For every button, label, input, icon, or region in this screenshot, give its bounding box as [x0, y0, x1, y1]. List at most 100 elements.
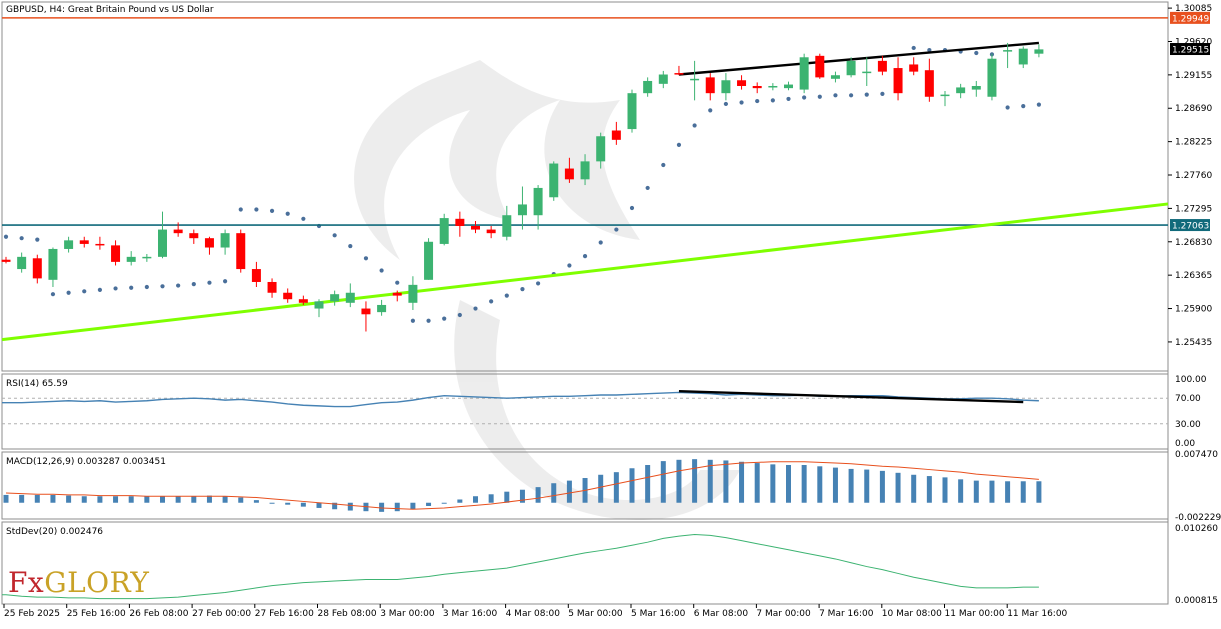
- macd-bar: [989, 481, 994, 503]
- candle: [815, 54, 824, 79]
- sar-dot: [20, 236, 24, 240]
- candle-body: [768, 86, 777, 88]
- macd-bar: [35, 495, 40, 503]
- candle: [518, 187, 527, 230]
- macd-title: MACD(12,26,9) 0.003287 0.003451: [6, 457, 166, 467]
- price-tick-label: 1.27760: [1175, 171, 1212, 181]
- sar-dot: [646, 186, 650, 190]
- macd-bar: [442, 503, 447, 504]
- candle-body: [628, 93, 637, 129]
- candle-body: [502, 215, 511, 237]
- rsi-trendline: [679, 391, 1023, 402]
- rsi-tick-label: 100.00: [1175, 375, 1207, 385]
- time-tick-label: 6 Mar 08:00: [694, 609, 749, 619]
- candle: [361, 301, 370, 331]
- candle: [127, 251, 136, 265]
- candle-body: [330, 294, 339, 301]
- candle-body: [1003, 50, 1012, 52]
- price-tick-label: 1.25435: [1175, 338, 1212, 348]
- macd-bar: [176, 496, 181, 503]
- stddev-tick-label: 0.010260: [1175, 524, 1218, 534]
- sar-dot: [458, 313, 462, 317]
- sar-dot: [708, 108, 712, 112]
- candle-body: [471, 226, 480, 230]
- macd-bar: [301, 503, 306, 507]
- candle-body: [205, 238, 214, 247]
- candle-body: [127, 257, 136, 262]
- sar-dot: [833, 93, 837, 97]
- time-tick-label: 25 Feb 16:00: [67, 609, 126, 619]
- macd-bar: [614, 472, 619, 503]
- macd-bar: [410, 503, 415, 510]
- macd-bar: [379, 503, 384, 512]
- macd-bar: [129, 496, 134, 503]
- candle: [471, 221, 480, 233]
- candle-body: [784, 85, 793, 89]
- macd-bar: [849, 469, 854, 503]
- candle: [252, 262, 261, 287]
- candle: [549, 161, 558, 200]
- candle-body: [862, 72, 871, 74]
- candle: [612, 122, 621, 145]
- sar-dot: [4, 235, 8, 239]
- time-tick-label: 4 Mar 08:00: [506, 609, 561, 619]
- candle-body: [17, 257, 26, 269]
- candle: [142, 254, 151, 262]
- candle: [972, 81, 981, 97]
- macd-bar: [723, 460, 728, 502]
- price-tick-label: 1.28690: [1175, 104, 1212, 114]
- macd-bar: [66, 496, 71, 503]
- sar-dot: [239, 207, 243, 211]
- candle: [189, 230, 198, 244]
- time-tick-label: 3 Mar 16:00: [443, 609, 498, 619]
- sar-dot: [724, 102, 728, 106]
- candle: [283, 288, 292, 302]
- sar-dot: [677, 143, 681, 147]
- candle: [33, 255, 42, 284]
- candle: [346, 283, 355, 307]
- sar-dot: [755, 99, 759, 103]
- candle: [956, 84, 965, 98]
- candle-body: [95, 244, 104, 246]
- candle: [909, 57, 918, 75]
- macd-bar: [676, 460, 681, 503]
- rsi-tick-label: 30.00: [1175, 420, 1201, 430]
- macd-bar: [598, 475, 603, 503]
- resistance-price-label: 1.29949: [1172, 14, 1209, 24]
- time-tick-label: 27 Feb 16:00: [255, 609, 314, 619]
- sar-dot: [1021, 104, 1025, 108]
- candle-body: [221, 233, 230, 247]
- sar-dot: [176, 283, 180, 287]
- chart-title: GBPUSD, H4: Great Britain Pound vs US Do…: [6, 5, 214, 15]
- time-tick-label: 11 Mar 16:00: [1007, 609, 1067, 619]
- sar-dot: [818, 95, 822, 99]
- candle-body: [299, 299, 308, 303]
- candle: [64, 237, 73, 253]
- candle-body: [440, 218, 449, 244]
- sar-dot: [145, 285, 149, 289]
- rsi-tick-label: 70.00: [1175, 394, 1201, 404]
- candle-body: [393, 293, 402, 296]
- macd-bar: [504, 492, 509, 503]
- candle: [987, 54, 996, 101]
- candle: [831, 72, 840, 83]
- sar-dot: [599, 240, 603, 244]
- macd-bar: [395, 503, 400, 511]
- sar-dot: [442, 316, 446, 320]
- stddev-title: StdDev(20) 0.002476: [6, 527, 103, 537]
- macd-bar: [254, 500, 259, 503]
- time-tick-label: 27 Feb 00:00: [192, 609, 251, 619]
- candle-body: [377, 305, 386, 312]
- sar-dot: [364, 256, 368, 260]
- sar-dot: [693, 123, 697, 127]
- macd-tick-label: -0.002229: [1175, 513, 1221, 523]
- sar-dot: [849, 93, 853, 97]
- candle-body: [252, 269, 261, 282]
- macd-bar: [317, 503, 322, 508]
- time-tick-label: 11 Mar 00:00: [945, 609, 1005, 619]
- macd-bar: [974, 481, 979, 503]
